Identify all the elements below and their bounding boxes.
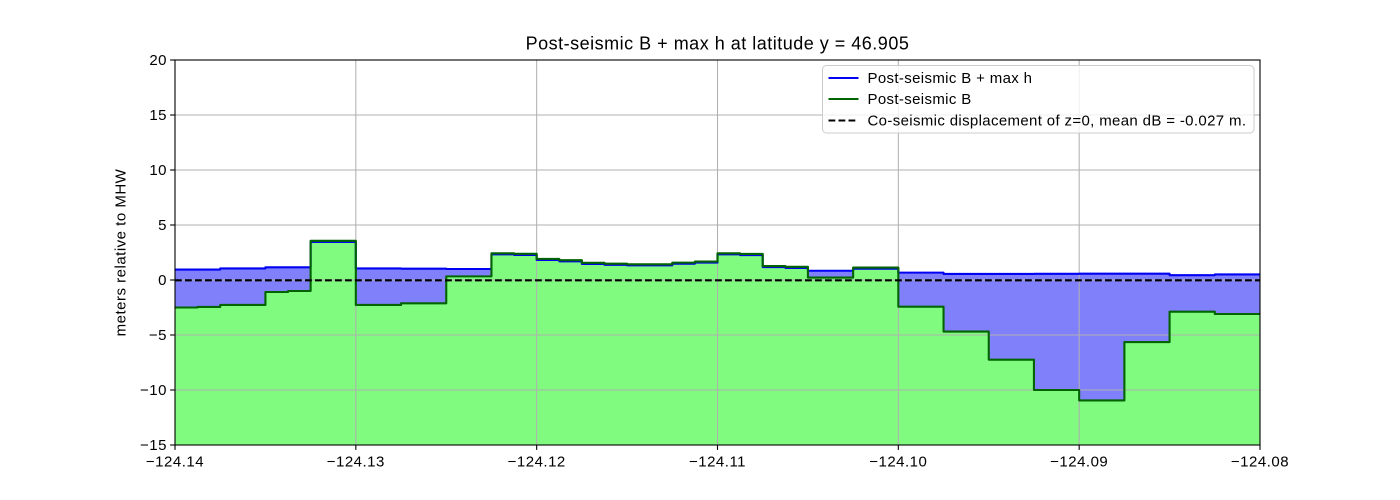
svg-text:Post-seismic B + max h: Post-seismic B + max h (868, 70, 1033, 87)
svg-text:−15: −15 (140, 437, 167, 454)
svg-text:15: 15 (149, 107, 167, 124)
svg-text:20: 20 (149, 52, 167, 69)
svg-text:−124.08: −124.08 (1231, 454, 1289, 471)
svg-text:−124.10: −124.10 (869, 454, 927, 471)
svg-text:Post-seismic B: Post-seismic B (868, 91, 972, 108)
svg-text:meters relative to MHW: meters relative to MHW (113, 168, 130, 336)
svg-text:−124.09: −124.09 (1050, 454, 1108, 471)
svg-text:−124.11: −124.11 (689, 454, 746, 471)
svg-text:−124.13: −124.13 (327, 454, 385, 471)
svg-text:−124.12: −124.12 (508, 454, 566, 471)
svg-text:−5: −5 (149, 327, 167, 344)
svg-text:5: 5 (158, 217, 167, 234)
svg-text:−124.14: −124.14 (146, 454, 204, 471)
svg-text:Post-seismic B + max h at lati: Post-seismic B + max h at latitude y = 4… (526, 34, 910, 54)
svg-text:0: 0 (158, 272, 167, 289)
svg-text:10: 10 (149, 162, 167, 179)
svg-text:Co-seismic displacement of z=0: Co-seismic displacement of z=0, mean dB … (868, 113, 1247, 130)
svg-text:−10: −10 (140, 382, 167, 399)
